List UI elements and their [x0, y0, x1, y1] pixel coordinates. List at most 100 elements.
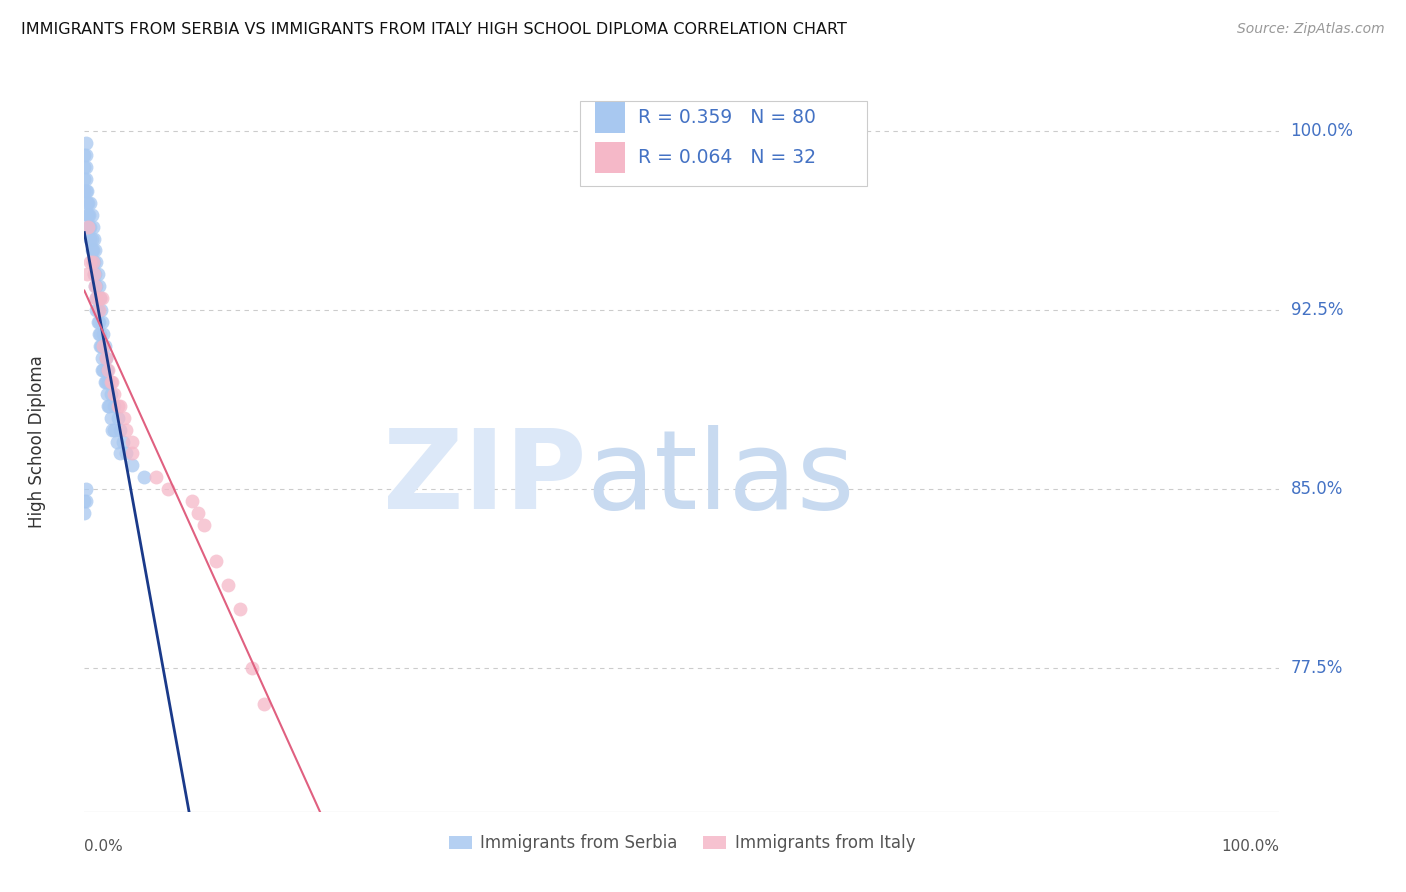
Point — [87, 327, 110, 342]
Point — [94, 351, 117, 365]
Point — [73, 506, 96, 520]
Point — [75, 148, 97, 162]
Point — [82, 219, 104, 234]
Point — [91, 363, 114, 377]
Point — [80, 244, 103, 258]
Point — [80, 208, 103, 222]
Text: 92.5%: 92.5% — [1291, 301, 1343, 319]
Text: R = 0.359   N = 80: R = 0.359 N = 80 — [638, 108, 815, 128]
Point — [97, 375, 120, 389]
Point — [115, 423, 138, 437]
Point — [75, 483, 97, 497]
Point — [103, 386, 125, 401]
Point — [107, 399, 129, 413]
Point — [93, 363, 115, 377]
Point — [98, 399, 121, 413]
Point — [87, 303, 110, 318]
Point — [121, 446, 143, 460]
Point — [100, 410, 122, 425]
Point — [229, 601, 252, 615]
Point — [77, 219, 100, 234]
Point — [83, 268, 105, 282]
Point — [240, 661, 263, 675]
Point — [86, 291, 108, 305]
Point — [73, 184, 96, 198]
Point — [112, 410, 135, 425]
Point — [75, 136, 97, 150]
Point — [90, 303, 112, 318]
Point — [73, 160, 96, 174]
Point — [82, 255, 104, 269]
Point — [115, 446, 138, 460]
Point — [76, 195, 98, 210]
Point — [93, 339, 115, 353]
Point — [100, 386, 122, 401]
Point — [84, 268, 107, 282]
Point — [86, 255, 108, 269]
Point — [101, 375, 124, 389]
Point — [100, 375, 122, 389]
Point — [89, 339, 111, 353]
FancyBboxPatch shape — [581, 101, 868, 186]
Point — [77, 219, 100, 234]
Point — [77, 208, 100, 222]
Point — [84, 244, 107, 258]
Point — [105, 434, 128, 449]
Point — [83, 231, 105, 245]
Point — [187, 506, 209, 520]
Point — [83, 268, 105, 282]
Text: R = 0.064   N = 32: R = 0.064 N = 32 — [638, 148, 815, 168]
Text: 0.0%: 0.0% — [84, 839, 124, 855]
Point — [84, 279, 107, 293]
Point — [86, 315, 108, 329]
Text: IMMIGRANTS FROM SERBIA VS IMMIGRANTS FROM ITALY HIGH SCHOOL DIPLOMA CORRELATION : IMMIGRANTS FROM SERBIA VS IMMIGRANTS FRO… — [21, 22, 846, 37]
Point — [89, 291, 111, 305]
Legend: Immigrants from Serbia, Immigrants from Italy: Immigrants from Serbia, Immigrants from … — [441, 828, 922, 859]
Point — [97, 399, 120, 413]
Point — [110, 446, 132, 460]
Point — [79, 195, 101, 210]
Point — [73, 494, 96, 508]
Point — [94, 351, 117, 365]
Point — [110, 423, 132, 437]
Point — [253, 698, 276, 712]
Text: 100.0%: 100.0% — [1291, 122, 1354, 140]
Point — [80, 231, 103, 245]
Point — [86, 291, 108, 305]
Point — [97, 363, 120, 377]
Point — [205, 554, 228, 568]
FancyBboxPatch shape — [595, 142, 624, 173]
Point — [86, 303, 108, 318]
Point — [96, 386, 118, 401]
Point — [101, 423, 124, 437]
Text: 100.0%: 100.0% — [1222, 839, 1279, 855]
Point — [86, 279, 108, 293]
Point — [77, 208, 100, 222]
Point — [77, 219, 100, 234]
Text: 85.0%: 85.0% — [1291, 480, 1343, 499]
Point — [79, 219, 101, 234]
FancyBboxPatch shape — [595, 103, 624, 133]
Point — [193, 518, 215, 533]
Point — [76, 184, 98, 198]
Text: High School Diploma: High School Diploma — [28, 355, 45, 528]
Point — [76, 268, 98, 282]
Point — [89, 327, 111, 342]
Point — [107, 410, 129, 425]
Point — [145, 470, 167, 484]
Point — [73, 148, 96, 162]
Point — [79, 231, 101, 245]
Point — [76, 208, 98, 222]
Text: ZIP: ZIP — [382, 425, 586, 532]
Point — [91, 291, 114, 305]
Point — [77, 195, 100, 210]
Point — [121, 434, 143, 449]
Point — [96, 363, 118, 377]
Point — [121, 458, 143, 473]
Point — [84, 279, 107, 293]
Point — [75, 184, 97, 198]
Point — [82, 255, 104, 269]
Point — [103, 423, 125, 437]
Point — [94, 375, 117, 389]
Point — [91, 315, 114, 329]
